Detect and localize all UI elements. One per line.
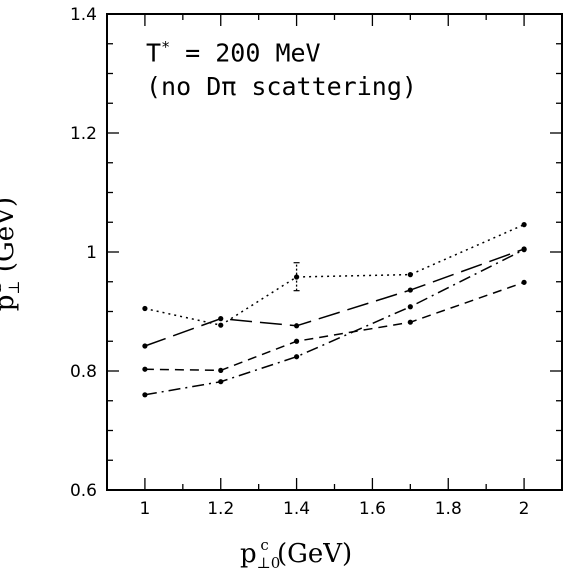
data-point xyxy=(521,222,527,228)
series-line-dotted xyxy=(144,223,525,326)
x-tick-label: 1.6 xyxy=(359,499,386,519)
data-point xyxy=(142,343,148,349)
chart-annotation-temperature: T* = 200 MeV xyxy=(146,38,321,68)
data-point xyxy=(218,379,224,385)
y-tick-label: 1.2 xyxy=(70,124,97,144)
data-point xyxy=(521,279,527,285)
data-series xyxy=(142,222,527,398)
data-point xyxy=(142,392,148,398)
y-tick-label: 0.6 xyxy=(70,481,97,501)
data-point xyxy=(521,247,527,253)
y-tick-label: 1.4 xyxy=(70,5,97,25)
x-tick-label: 1.8 xyxy=(435,499,462,519)
series-line-long-dash xyxy=(144,248,525,347)
series-line-short-dash xyxy=(144,281,525,372)
data-point xyxy=(218,316,224,322)
data-point xyxy=(293,323,300,329)
data-point xyxy=(142,305,148,312)
data-point xyxy=(407,304,413,310)
chart-annotation-note: (no Dπ scattering) xyxy=(146,72,417,101)
x-axis-label: p⊥0c (GeV) xyxy=(240,536,353,573)
data-point xyxy=(293,338,300,344)
x-tick-label: 1.4 xyxy=(283,499,310,519)
data-point xyxy=(218,322,224,328)
y-tick-label: 0.8 xyxy=(70,362,97,382)
x-tick-label: 2 xyxy=(519,499,530,519)
x-tick-label: 1 xyxy=(140,499,151,519)
axis-ticks: 1 1.2 1.4 1.6 1.8 2 0.6 0.8 1 1.2 1.4 xyxy=(70,5,563,519)
data-point xyxy=(407,272,413,278)
data-point xyxy=(218,367,224,374)
data-point xyxy=(142,366,148,372)
y-tick-label: 1 xyxy=(86,243,97,263)
data-point xyxy=(407,319,413,325)
series-line-dash-dot xyxy=(144,248,525,396)
data-point xyxy=(407,287,413,293)
y-axis-label: p⊥D (GeV) xyxy=(0,196,24,311)
data-point xyxy=(293,354,300,360)
x-tick-label: 1.2 xyxy=(207,499,234,519)
